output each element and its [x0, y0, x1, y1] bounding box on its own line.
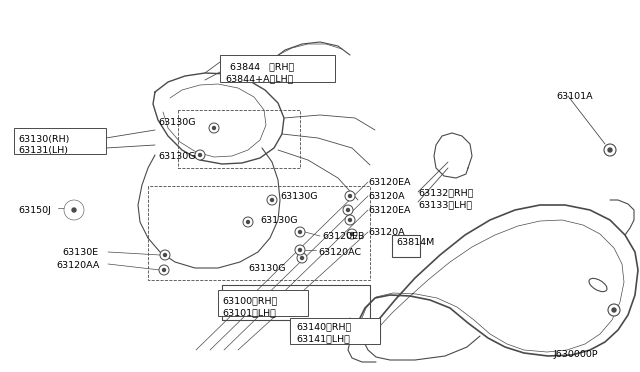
Circle shape	[163, 253, 166, 257]
Text: 63120A: 63120A	[368, 192, 404, 201]
Text: 63120A: 63120A	[368, 228, 404, 237]
Circle shape	[349, 195, 351, 198]
Circle shape	[608, 148, 612, 152]
Text: 63844   〈RH〉: 63844 〈RH〉	[230, 62, 294, 71]
Text: 63120AC: 63120AC	[318, 248, 361, 257]
Circle shape	[345, 215, 355, 225]
Circle shape	[351, 232, 353, 235]
Ellipse shape	[589, 278, 607, 292]
Text: 63130G: 63130G	[248, 264, 285, 273]
Circle shape	[349, 218, 351, 221]
Bar	[218, 290, 308, 316]
Text: 63150J: 63150J	[18, 206, 51, 215]
Circle shape	[198, 154, 202, 157]
Circle shape	[612, 308, 616, 312]
Circle shape	[347, 229, 357, 239]
Text: 63844+A〈LH〉: 63844+A〈LH〉	[225, 74, 293, 83]
Text: 63130G: 63130G	[260, 216, 298, 225]
Text: 63101〈LH〉: 63101〈LH〉	[222, 308, 276, 317]
Text: 63120EA: 63120EA	[368, 178, 410, 187]
Text: 63100〈RH〉: 63100〈RH〉	[222, 296, 277, 305]
Circle shape	[298, 248, 301, 251]
Text: 63130G: 63130G	[280, 192, 317, 201]
Text: 63130G: 63130G	[158, 118, 195, 127]
Text: 63120EB: 63120EB	[322, 232, 364, 241]
Circle shape	[163, 269, 166, 272]
Circle shape	[604, 144, 616, 156]
Text: 63133〈LH〉: 63133〈LH〉	[418, 200, 472, 209]
Bar	[392, 235, 420, 257]
Circle shape	[67, 203, 81, 217]
Circle shape	[159, 265, 169, 275]
Circle shape	[195, 150, 205, 160]
Text: 63814M: 63814M	[396, 238, 435, 247]
Circle shape	[295, 227, 305, 237]
Circle shape	[346, 208, 349, 212]
Text: 63140〈RH〉: 63140〈RH〉	[296, 322, 351, 331]
Text: 63130G: 63130G	[158, 152, 195, 161]
Circle shape	[301, 257, 303, 260]
Circle shape	[72, 208, 76, 212]
Circle shape	[267, 195, 277, 205]
Bar	[290, 318, 380, 344]
Bar	[14, 128, 106, 154]
Text: 63131(LH): 63131(LH)	[18, 146, 68, 155]
Circle shape	[295, 245, 305, 255]
Text: 63132〈RH〉: 63132〈RH〉	[418, 188, 474, 197]
Text: 63141〈LH〉: 63141〈LH〉	[296, 334, 350, 343]
Text: J630000P: J630000P	[554, 350, 598, 359]
Text: 63120EA: 63120EA	[368, 206, 410, 215]
Circle shape	[343, 205, 353, 215]
Circle shape	[64, 200, 84, 220]
Circle shape	[297, 253, 307, 263]
Circle shape	[246, 221, 250, 224]
Circle shape	[298, 231, 301, 234]
Circle shape	[160, 250, 170, 260]
Circle shape	[608, 304, 620, 316]
Circle shape	[271, 199, 273, 202]
Text: 63101A: 63101A	[556, 92, 593, 101]
Text: 63130(RH): 63130(RH)	[18, 135, 69, 144]
Bar	[220, 55, 335, 82]
Circle shape	[243, 217, 253, 227]
Circle shape	[209, 123, 219, 133]
Circle shape	[212, 126, 216, 129]
Text: 63120AA: 63120AA	[56, 261, 99, 270]
Text: 63130E: 63130E	[62, 248, 98, 257]
Circle shape	[345, 191, 355, 201]
